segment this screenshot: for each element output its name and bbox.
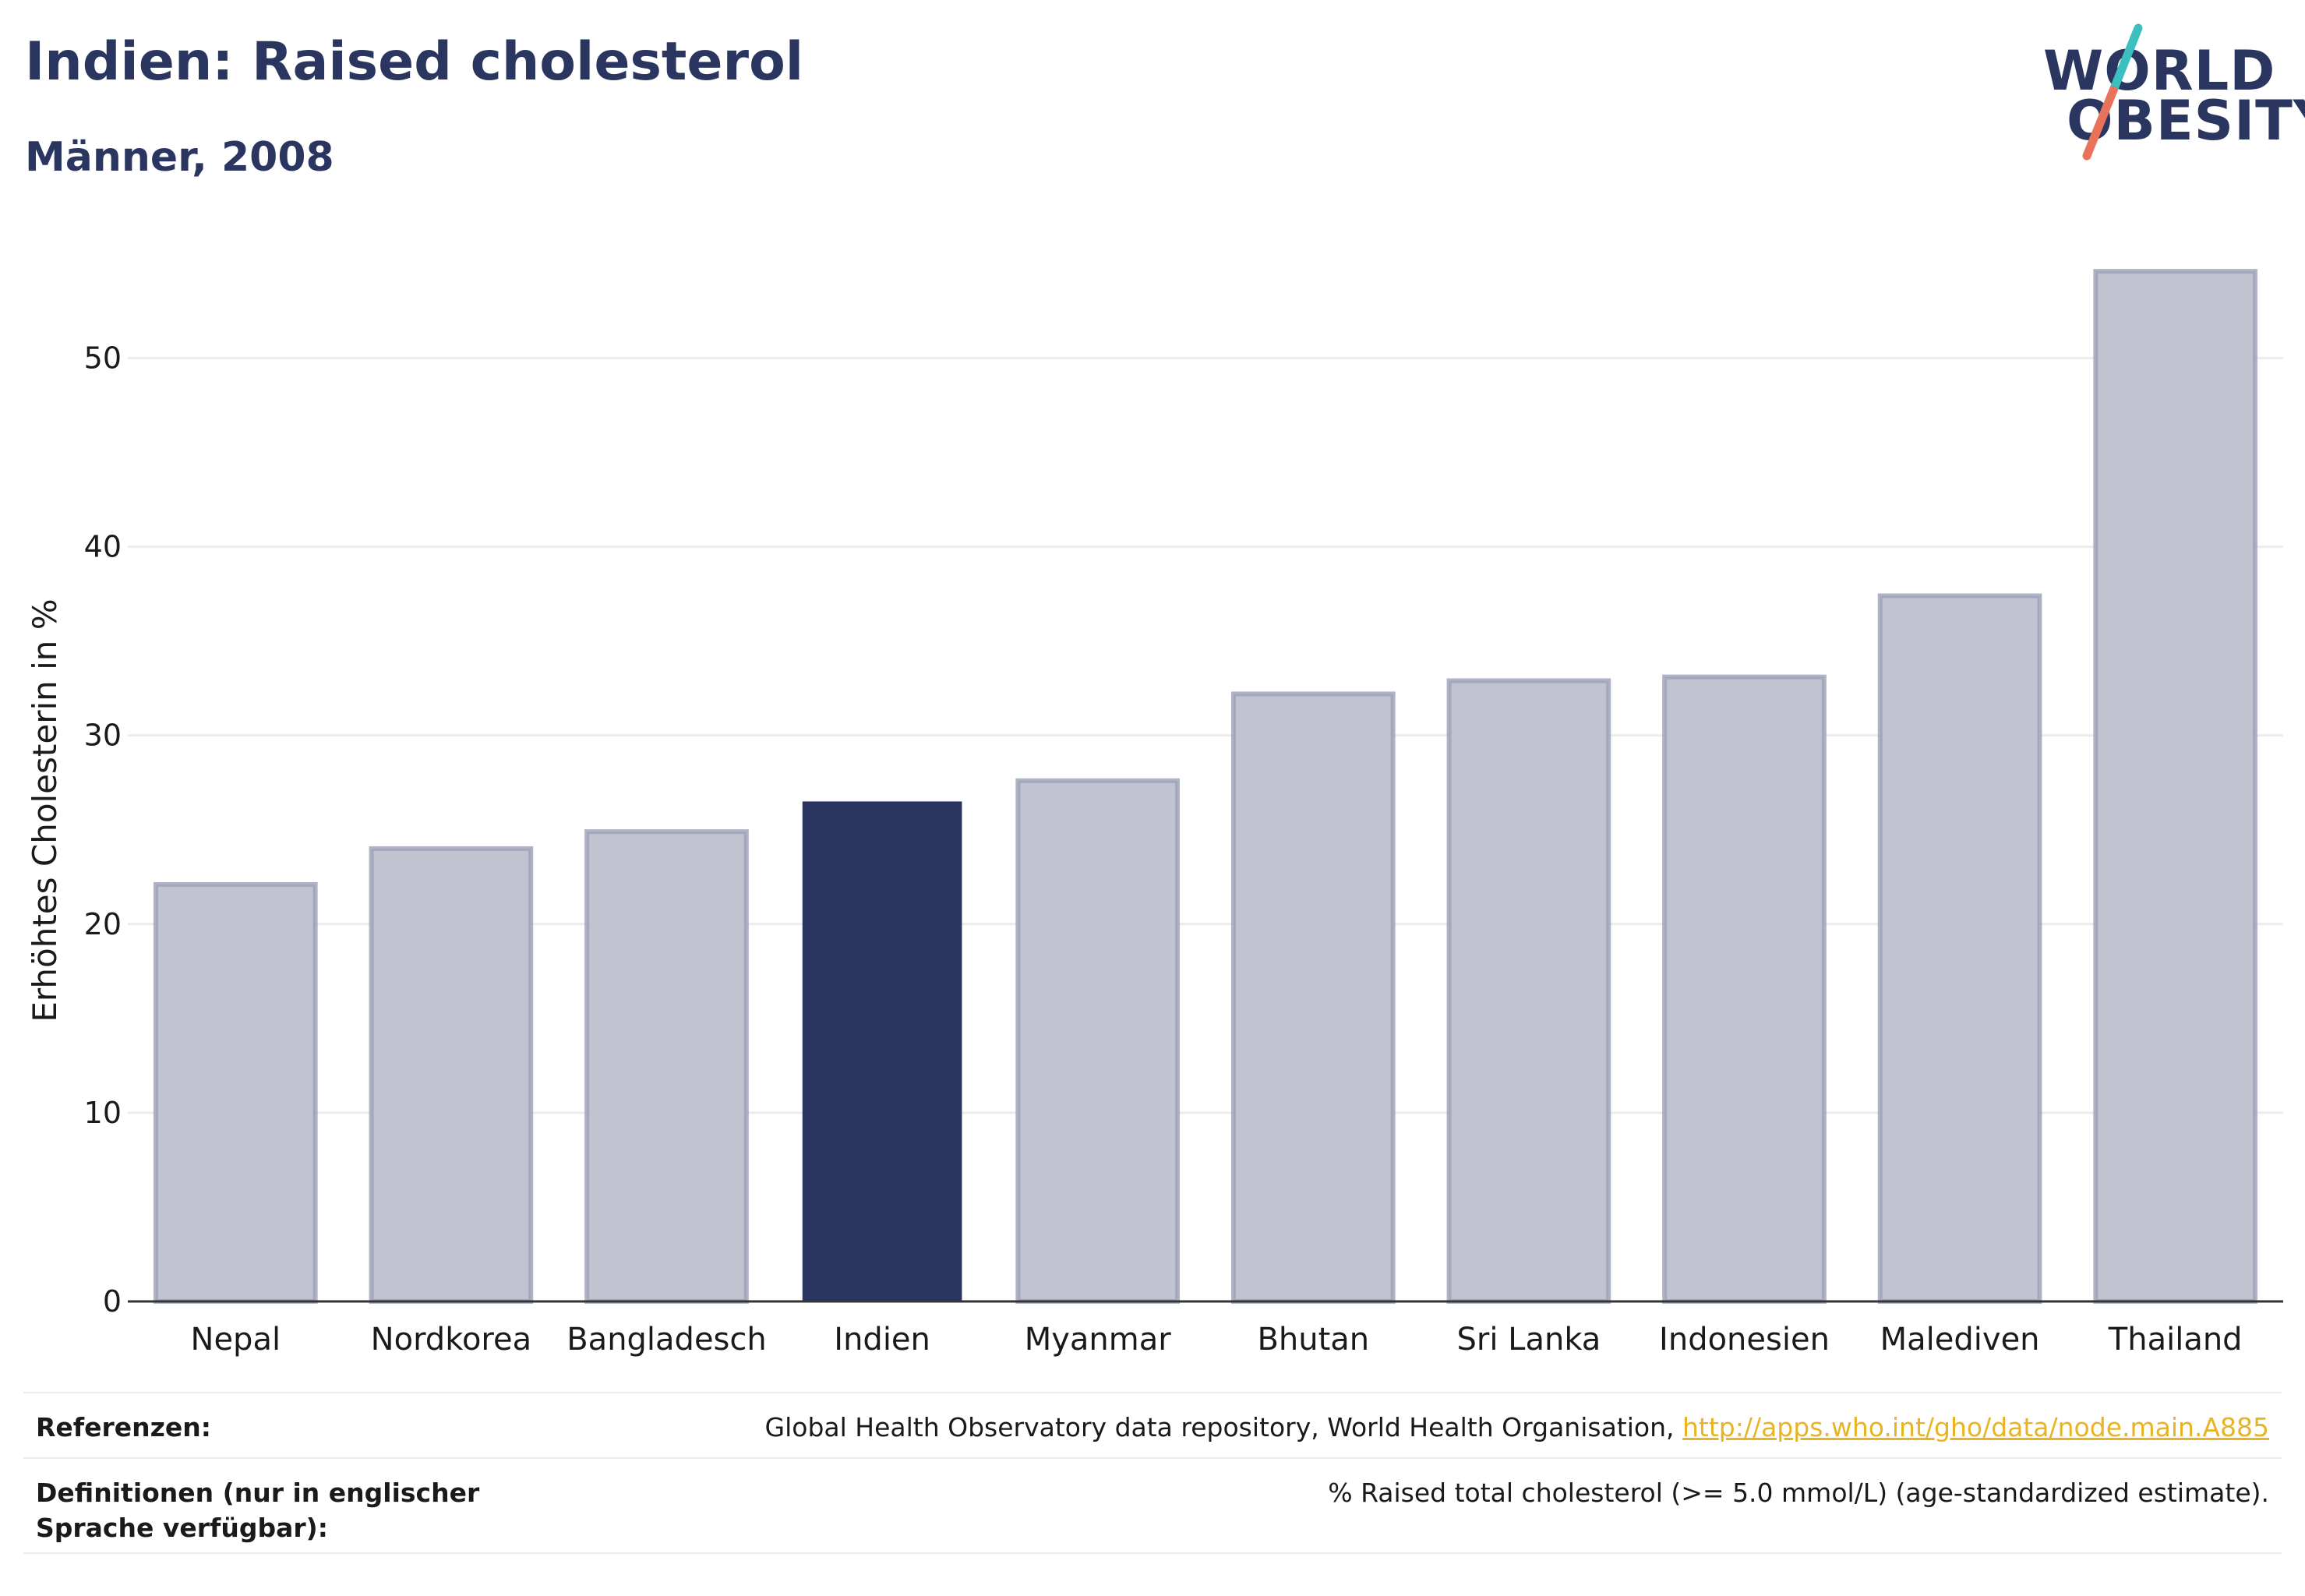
references-row: Referenzen: Global Health Observatory da… — [23, 1392, 2282, 1457]
y-tick-label-20: 20 — [84, 907, 122, 941]
y-tick-label-10: 10 — [84, 1096, 122, 1130]
x-tick-label-indien: Indien — [834, 1322, 930, 1358]
bar-indien — [802, 801, 962, 1301]
world-obesity-logo: WORLD OBESITY — [2026, 22, 2305, 170]
y-tick-label-50: 50 — [84, 341, 122, 375]
x-tick-label-bangladesch: Bangladesch — [567, 1322, 767, 1358]
x-tick-label-indonesien: Indonesien — [1659, 1322, 1830, 1358]
y-tick-label-40: 40 — [84, 530, 122, 564]
x-tick-label-nepal: Nepal — [191, 1322, 281, 1358]
bar-myanmar — [1015, 778, 1181, 1304]
y-axis-label: Erhöhtes Cholesterin in % — [26, 598, 64, 1022]
references-label: Referenzen: — [36, 1412, 211, 1442]
bar-nordkorea — [369, 846, 534, 1304]
bar-malediven — [1877, 593, 2042, 1304]
x-tick-label-sri-lanka: Sri Lanka — [1457, 1322, 1601, 1358]
logo-slash-icon — [2082, 23, 2143, 161]
references-link[interactable]: http://apps.who.int/gho/data/node.main.A… — [1682, 1412, 2269, 1442]
definitions-row: Definitionen (nur in englischer Sprache … — [23, 1457, 2282, 1554]
x-tick-label-nordkorea: Nordkorea — [371, 1322, 531, 1358]
bar-sri-lanka — [1446, 678, 1611, 1304]
definitions-value: % Raised total cholesterol (>= 5.0 mmol/… — [1328, 1478, 2269, 1508]
bar-chart: 0 10 20 30 40 50 Erhöhtes Cholesterin in % Nepa… — [26, 269, 2283, 1358]
bar-thailand — [2093, 269, 2258, 1305]
x-tick-label-myanmar: Myanmar — [1025, 1322, 1172, 1358]
x-tick-label-malediven: Malediven — [1880, 1322, 2040, 1358]
logo-line-1: WORLD — [2043, 39, 2276, 103]
definitions-label: Definitionen (nur in englischer Sprache … — [36, 1478, 480, 1543]
y-tick-label-30: 30 — [84, 719, 122, 753]
x-tick-label-bhutan: Bhutan — [1257, 1322, 1369, 1358]
page-subtitle: Männer, 2008 — [25, 134, 334, 181]
bar-bangladesch — [584, 829, 749, 1304]
page-title: Indien: Raised cholesterol — [25, 31, 804, 93]
bar-indonesien — [1662, 674, 1827, 1304]
references-value: Global Health Observatory data repositor… — [765, 1411, 2269, 1446]
bar-bhutan — [1230, 691, 1396, 1304]
x-tick-label-thailand: Thailand — [2108, 1322, 2243, 1358]
references-text: Global Health Observatory data repositor… — [764, 1412, 1682, 1442]
bar-nepal — [153, 881, 318, 1304]
y-tick-label-0: 0 — [103, 1284, 122, 1319]
chart-footer: Referenzen: Global Health Observatory da… — [23, 1392, 2282, 1554]
